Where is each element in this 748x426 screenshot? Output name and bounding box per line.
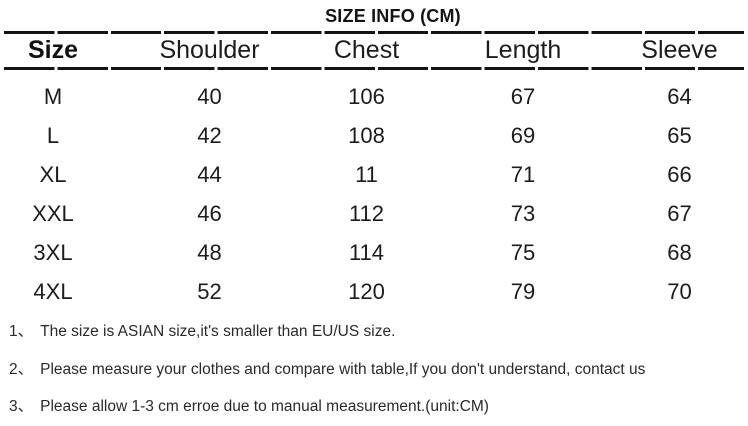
size-cell: 4XL [33,279,73,304]
value-cell: 79 [510,279,536,304]
value-cell: 71 [510,162,536,187]
header-cell-length: Length [484,36,562,64]
table-row: XXL 46 112 73 67 [0,194,748,233]
size-table-body: M 40 106 67 64 L 42 108 69 65 XL 44 11 7… [0,70,748,311]
note-item: 2、 Please measure your clothes and compar… [9,351,748,389]
table-row: 3XL 48 114 75 68 [0,233,748,272]
note-number: 1、 [9,323,34,340]
size-cell: XXL [32,201,74,226]
header-cell-shoulder: Shoulder [159,36,260,64]
note-item: 1、 The size is ASIAN size,it's smaller th… [9,313,748,351]
header-cell-sleeve: Sleeve [641,36,718,64]
value-cell: 75 [510,240,536,265]
value-cell: 48 [197,240,222,265]
size-cell: 3XL [33,240,73,265]
divider-header [4,67,744,70]
value-cell: 67 [667,201,692,226]
value-cell: 68 [667,240,692,265]
note-item: 3、 Please allow 1-3 cm erroe due to manua… [9,388,748,426]
note-text: Please measure your clothes and compare … [40,360,646,378]
value-cell: 69 [510,123,536,148]
value-cell: 67 [510,84,536,109]
page-title: SIZE INFO (CM) [325,6,461,26]
size-cell: XL [39,162,67,187]
size-cell: L [46,123,60,148]
table-row: 4XL 52 120 79 70 [0,272,748,311]
header-cell-chest: Chest [333,36,400,64]
size-table: Size Shoulder Chest Length Sleeve [0,34,748,67]
value-cell: 112 [348,201,385,226]
header-cell-size: Size [27,36,79,64]
table-row: L 42 108 69 65 [0,116,748,155]
value-cell: 66 [667,162,692,187]
value-cell: 65 [667,123,692,148]
value-cell: 114 [348,240,385,265]
note-text: Please allow 1-3 cm erroe due to manual … [40,398,489,415]
value-cell: 120 [348,279,385,304]
value-cell: 42 [197,123,222,148]
value-cell: 108 [348,123,385,148]
value-cell: 64 [667,84,692,109]
table-row: XL 44 11 71 66 [0,155,748,194]
value-cell: 52 [197,279,222,304]
value-cell: 106 [348,84,385,109]
value-cell: 40 [197,84,222,109]
note-text: The size is ASIAN size,it's smaller than… [40,323,396,340]
notes-list: 1、 The size is ASIAN size,it's smaller th… [0,313,748,426]
table-header-row: Size Shoulder Chest Length Sleeve [0,34,748,67]
divider-top [4,31,744,34]
value-cell: 44 [197,162,222,187]
note-number: 3、 [9,398,34,415]
note-number: 2、 [9,360,34,378]
size-cell: M [43,84,63,109]
value-cell: 46 [197,201,222,226]
value-cell: 70 [667,279,692,304]
value-cell: 73 [510,201,536,226]
value-cell: 11 [355,162,378,187]
table-row: M 40 106 67 64 [0,70,748,116]
